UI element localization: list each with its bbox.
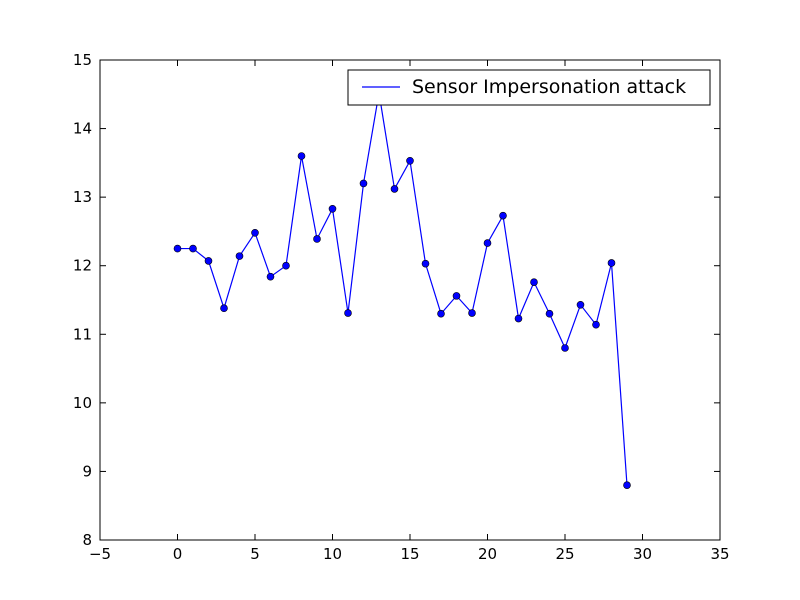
- data-point: [406, 157, 414, 165]
- data-point: [344, 309, 352, 317]
- x-tick-label: −5: [89, 545, 111, 563]
- plot-frame: [99, 59, 721, 541]
- data-point: [359, 179, 368, 188]
- data-point: [607, 259, 616, 267]
- y-tick-label: 14: [73, 120, 92, 138]
- data-point: [235, 252, 244, 260]
- axis-ticks: −5 0 5 10 15 20 25 30 35 8 9 10 11 12 13 14 15: [73, 51, 730, 563]
- legend-box: [347, 69, 711, 106]
- y-tick-label: 10: [73, 394, 92, 412]
- y-tick-label: 11: [73, 325, 92, 343]
- data-point: [514, 314, 523, 323]
- y-tick-label: 13: [73, 188, 92, 206]
- data-point: [452, 292, 461, 300]
- data-point: [530, 278, 538, 286]
- data-point: [483, 239, 492, 247]
- y-tick-label: 9: [82, 462, 92, 480]
- x-tick-label: 20: [478, 545, 497, 563]
- data-point: [282, 261, 290, 270]
- data-point: [499, 211, 507, 220]
- series-group: [173, 89, 631, 489]
- y-tick-label: 15: [73, 51, 92, 69]
- x-tick-label: 0: [173, 545, 183, 563]
- data-point: [437, 309, 445, 318]
- x-tick-label: 15: [400, 545, 419, 563]
- data-point: [623, 481, 631, 489]
- x-tick-label: 35: [710, 545, 729, 563]
- data-point: [189, 244, 197, 253]
- data-point: [266, 272, 275, 281]
- legend-label: Sensor Impersonation attack: [412, 76, 686, 98]
- data-point: [328, 205, 337, 213]
- data-point: [220, 304, 228, 313]
- series-line: [177, 92, 628, 486]
- legend: Sensor Impersonation attack: [347, 69, 711, 106]
- data-point: [468, 309, 476, 317]
- data-point: [297, 152, 306, 160]
- data-point: [390, 185, 399, 193]
- data-point: [204, 257, 213, 265]
- data-point: [251, 229, 259, 237]
- data-point: [592, 320, 600, 329]
- x-tick-label: 25: [555, 545, 574, 563]
- y-tick-label: 12: [73, 257, 92, 275]
- data-point: [576, 300, 585, 309]
- data-point: [561, 344, 569, 352]
- data-point: [173, 244, 182, 253]
- x-tick-label: 30: [633, 545, 652, 563]
- data-point: [545, 309, 554, 318]
- x-tick-label: 10: [323, 545, 342, 563]
- data-point: [313, 235, 321, 243]
- data-point: [421, 259, 430, 268]
- y-tick-label: 8: [82, 531, 92, 549]
- x-tick-label: 5: [250, 545, 260, 563]
